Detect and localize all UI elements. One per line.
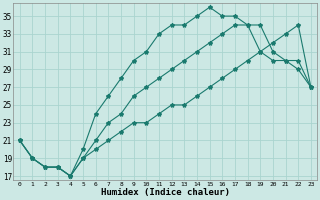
X-axis label: Humidex (Indice chaleur): Humidex (Indice chaleur)	[101, 188, 230, 197]
